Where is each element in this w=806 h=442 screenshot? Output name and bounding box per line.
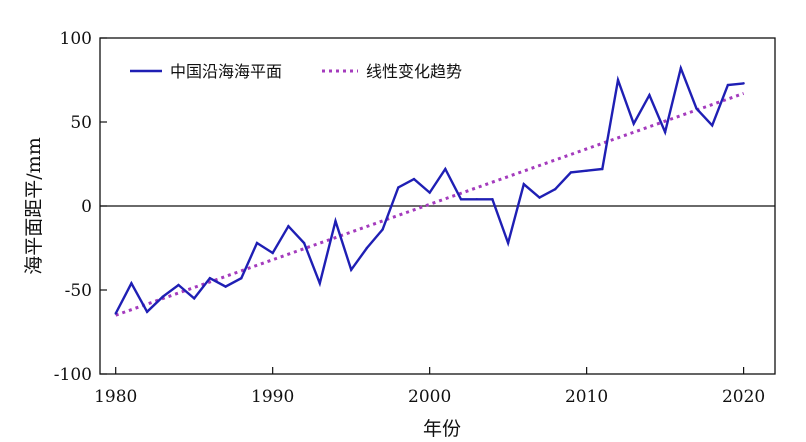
y-tick-label: 50 <box>70 113 92 133</box>
data-point <box>287 224 290 228</box>
data-point <box>444 167 447 171</box>
x-tick-label: 2010 <box>565 387 608 407</box>
data-point <box>318 282 321 285</box>
data-point <box>208 277 212 280</box>
x-tick-label: 1990 <box>251 387 294 407</box>
data-point <box>585 169 588 172</box>
data-point <box>695 107 698 110</box>
data-point <box>711 124 714 127</box>
plot-frame <box>99 37 776 375</box>
data-point <box>161 295 164 298</box>
data-point <box>459 198 463 201</box>
data-point <box>506 241 510 245</box>
data-point <box>302 241 306 245</box>
sea-level-series-line <box>114 64 744 315</box>
data-point <box>412 177 416 181</box>
data-point <box>381 228 384 231</box>
x-tick-label: 1980 <box>94 387 137 407</box>
series-points <box>114 67 745 315</box>
x-axis-title: 年份 <box>423 418 461 440</box>
y-tick-label: -100 <box>54 365 92 385</box>
y-tick-label: -50 <box>65 281 92 301</box>
data-point <box>616 78 620 82</box>
data-point <box>224 285 227 288</box>
data-point <box>271 251 274 255</box>
data-point <box>726 83 730 87</box>
data-point <box>365 246 369 250</box>
trend-line <box>115 92 745 317</box>
legend-label-series: 中国沿海海平面 <box>170 62 282 81</box>
data-point <box>679 67 683 70</box>
data-point <box>130 282 133 285</box>
data-point <box>397 186 400 189</box>
data-point <box>648 93 651 97</box>
y-tick-label: 100 <box>60 29 92 49</box>
data-point <box>428 191 431 194</box>
legend-label-trend: 线性变化趋势 <box>366 62 462 81</box>
data-point <box>145 310 149 314</box>
y-axis-title: 海平面距平/mm <box>23 137 45 274</box>
data-point <box>240 277 243 280</box>
data-point <box>349 268 353 272</box>
legend: 中国沿海海平面 线性变化趋势 <box>130 62 462 81</box>
x-axis-ticks: 1980 1990 2000 2010 2020 <box>94 367 765 407</box>
x-tick-label: 2020 <box>722 387 765 407</box>
x-tick-label: 2000 <box>408 387 451 407</box>
data-point <box>663 130 667 134</box>
data-point <box>601 167 604 171</box>
y-tick-label: 0 <box>81 197 92 217</box>
data-point <box>632 122 635 125</box>
y-axis-ticks: -100 -50 0 50 100 <box>54 29 107 385</box>
data-point <box>192 297 196 300</box>
data-point <box>554 188 557 191</box>
data-point <box>114 312 117 315</box>
data-point <box>475 198 478 201</box>
data-point <box>569 171 573 174</box>
data-point <box>522 182 526 186</box>
data-point <box>177 283 180 287</box>
data-point <box>334 219 337 223</box>
data-point <box>491 198 494 201</box>
data-point <box>538 196 541 199</box>
data-point <box>255 241 259 245</box>
data-point <box>742 82 745 85</box>
